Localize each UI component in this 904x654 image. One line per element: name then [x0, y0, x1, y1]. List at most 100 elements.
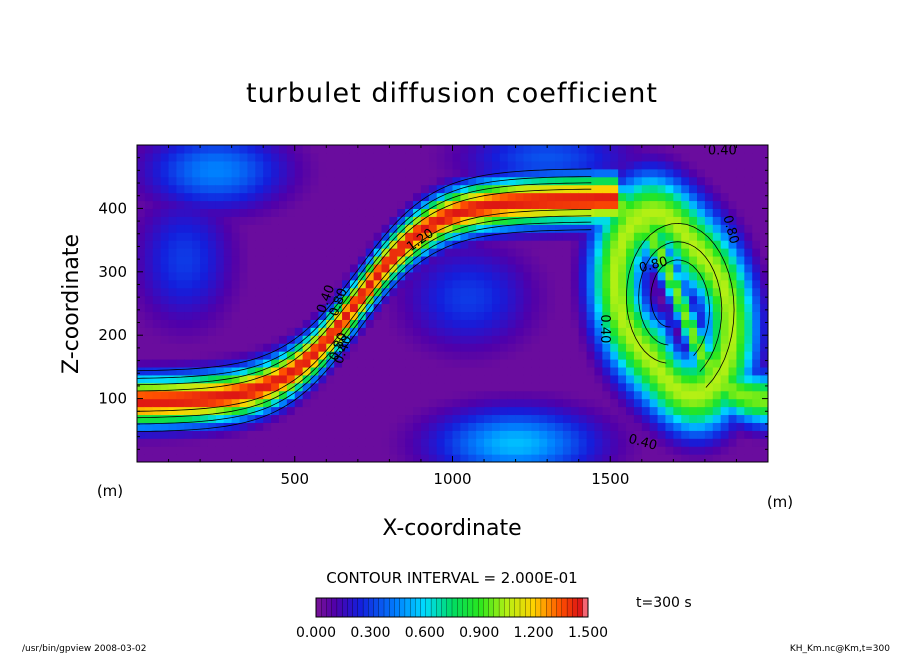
- heatmap-cell: [342, 430, 351, 439]
- heatmap-cell: [665, 224, 674, 233]
- heatmap-cell: [547, 366, 556, 376]
- heatmap-cell: [373, 311, 383, 320]
- heatmap-cell: [760, 160, 768, 170]
- heatmap-cell: [728, 192, 738, 202]
- heatmap-cell: [562, 271, 572, 281]
- heatmap-cell: [365, 335, 375, 344]
- heatmap-cell: [294, 176, 304, 186]
- heatmap-cell: [744, 390, 753, 400]
- heatmap-cell: [484, 343, 493, 352]
- heatmap-cell: [649, 208, 659, 217]
- heatmap-cell: [294, 374, 304, 384]
- heatmap-cell: [231, 184, 241, 194]
- heatmap-cell: [286, 406, 296, 416]
- colorbar-cell: [373, 597, 380, 618]
- heatmap-cell: [397, 303, 406, 313]
- heatmap-cell: [373, 145, 383, 154]
- heatmap-cell: [484, 240, 493, 249]
- heatmap-cell: [239, 216, 249, 225]
- heatmap-cell: [231, 430, 241, 439]
- heatmap-cell: [641, 248, 651, 257]
- heatmap-cell: [452, 279, 461, 289]
- heatmap-cell: [602, 430, 611, 439]
- heatmap-cell: [641, 232, 651, 241]
- heatmap-cell: [633, 303, 643, 313]
- heatmap-cell: [760, 232, 768, 241]
- heatmap-cell: [192, 319, 201, 328]
- heatmap-cell: [223, 279, 233, 289]
- colorbar-cell: [530, 597, 537, 618]
- heatmap-cell: [255, 240, 264, 249]
- heatmap-cell: [184, 303, 193, 313]
- heatmap-cell: [349, 152, 359, 162]
- heatmap-cell: [389, 240, 398, 249]
- heatmap-cell: [476, 176, 485, 186]
- heatmap-cell: [176, 160, 185, 170]
- heatmap-cell: [294, 168, 304, 178]
- heatmap-cell: [397, 216, 406, 225]
- colorbar-cell: [551, 597, 558, 618]
- heatmap-cell: [357, 430, 367, 439]
- heatmap-cell: [555, 311, 564, 320]
- heatmap-cell: [263, 255, 272, 265]
- heatmap-cell: [137, 406, 146, 416]
- heatmap-cell: [444, 192, 454, 202]
- heatmap-cell: [255, 168, 264, 178]
- x-tick-label: 1000: [433, 470, 471, 488]
- heatmap-cell: [278, 192, 288, 202]
- heatmap-cell: [436, 430, 446, 439]
- heatmap-cell: [310, 168, 320, 178]
- heatmap-cell: [760, 438, 768, 447]
- heatmap-cell: [578, 382, 588, 392]
- heatmap-cell: [704, 446, 714, 455]
- heatmap-cell: [184, 168, 193, 178]
- heatmap-cell: [618, 232, 627, 241]
- heatmap-cell: [365, 398, 375, 408]
- heatmap-cell: [602, 438, 611, 447]
- heatmap-cell: [444, 438, 454, 447]
- heatmap-cell: [263, 430, 272, 439]
- heatmap-cell: [168, 168, 178, 178]
- heatmap-cell: [515, 398, 525, 408]
- heatmap-cell: [144, 374, 154, 384]
- heatmap-cell: [665, 303, 674, 313]
- heatmap-cell: [397, 248, 406, 257]
- heatmap-cell: [633, 398, 643, 408]
- heatmap-cell: [278, 271, 288, 281]
- heatmap-cell: [255, 279, 264, 289]
- heatmap-cell: [397, 366, 406, 376]
- heatmap-cell: [200, 343, 209, 352]
- heatmap-cell: [523, 152, 532, 162]
- heatmap-cell: [499, 279, 509, 289]
- heatmap-cell: [215, 224, 225, 233]
- heatmap-cell: [594, 240, 603, 249]
- heatmap-cell: [744, 224, 753, 233]
- heatmap-cell: [239, 176, 249, 186]
- heatmap-cell: [152, 192, 162, 202]
- heatmap-cell: [562, 343, 572, 352]
- heatmap-cell: [389, 390, 398, 400]
- heatmap-cell: [318, 343, 327, 352]
- heatmap-cell: [342, 192, 351, 202]
- heatmap-cell: [499, 438, 509, 447]
- heatmap-cell: [223, 184, 233, 194]
- heatmap-cell: [405, 145, 414, 154]
- heatmap-cell: [531, 303, 540, 313]
- heatmap-cell: [736, 160, 745, 170]
- heatmap-cell: [436, 240, 446, 249]
- heatmap-cell: [231, 446, 241, 455]
- heatmap-cell: [152, 454, 162, 462]
- heatmap-cell: [484, 216, 493, 225]
- heatmap-cell: [562, 454, 572, 462]
- heatmap-cell: [712, 200, 722, 210]
- heatmap-cell: [373, 406, 383, 416]
- heatmap-cell: [152, 287, 162, 297]
- heatmap-cell: [231, 200, 241, 210]
- heatmap-cell: [349, 406, 359, 416]
- contour-line: [650, 259, 710, 356]
- heatmap-cell: [547, 240, 556, 249]
- heatmap-cell: [255, 311, 264, 320]
- heatmap-cell: [555, 248, 564, 257]
- heatmap-cell: [160, 287, 170, 297]
- heatmap-cell: [578, 176, 588, 186]
